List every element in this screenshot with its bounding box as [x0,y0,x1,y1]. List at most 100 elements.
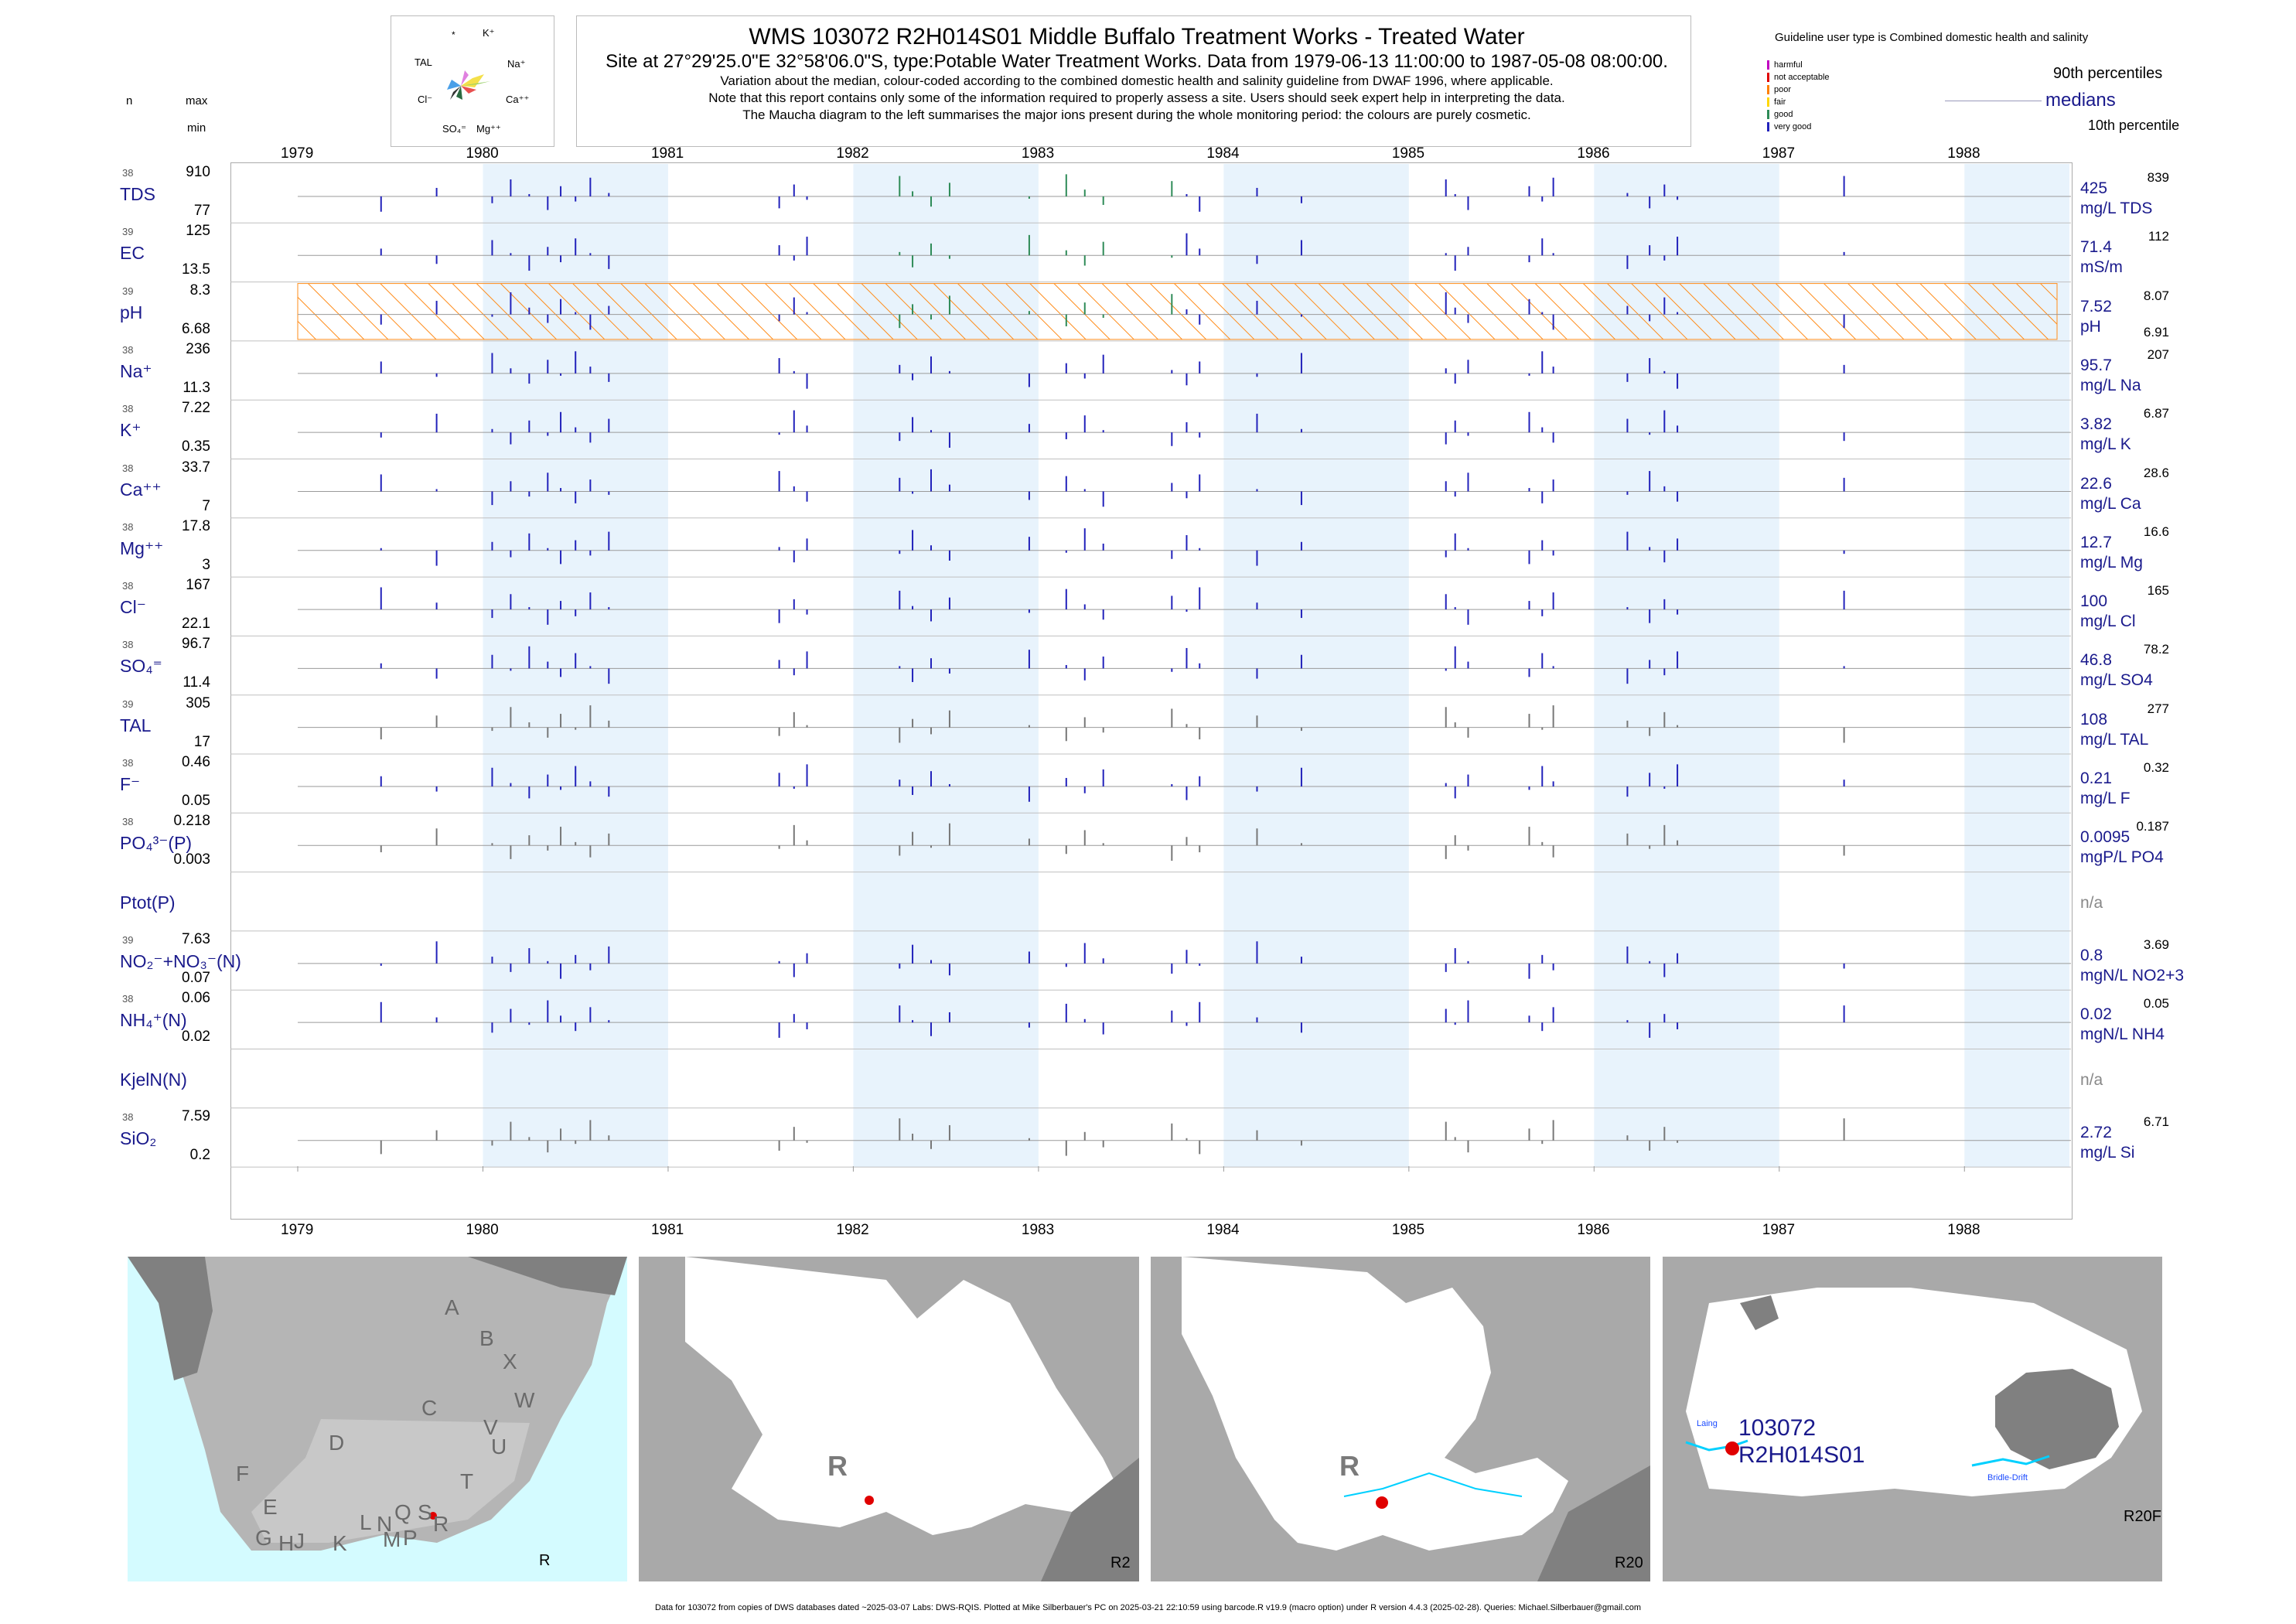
site-name-label: R2H014S01 [1738,1442,1865,1468]
row-n: 38 [122,993,134,1005]
row-p90: 112 [2148,229,2169,244]
row-unit: mg/L K [2080,435,2131,454]
drainage-letter: N [377,1512,393,1536]
map-code: R [539,1552,551,1569]
note-2: Note that this report contains only some… [708,90,1565,105]
year-label-top: 1984 [1206,145,1240,162]
row-unit: mgN/L NO2+3 [2080,966,2185,984]
maucha-label: Ca⁺⁺ [506,94,529,105]
row-unit: mgP/L PO4 [2080,848,2164,867]
site-marker [1376,1496,1388,1509]
year-label-bottom: 1986 [1577,1222,1610,1238]
drainage-letter: M [383,1527,401,1551]
drainage-letter: X [503,1349,517,1373]
guideline-label: not acceptable [1774,73,1830,82]
row-max: 8.3 [189,281,210,299]
year-label-top: 1987 [1762,145,1796,162]
header-max: max [186,94,208,107]
r20-catchment [1182,1257,1568,1551]
median-label: medians [2045,90,2116,111]
row-unit: pH [2080,317,2101,336]
row-min: 77 [193,203,210,219]
row-max: 910 [186,164,210,180]
row-median: 46.8 [2080,651,2112,670]
row-min: 11.4 [183,674,210,691]
maucha-svg: * K⁺ TAL Na⁺ Cl⁻ Ca⁺⁺ SO₄⁼ Mg⁺⁺ [415,27,529,135]
row-n: 38 [122,816,134,828]
row-unit: mg/L Si [2080,1143,2135,1162]
row-max: 7.22 [182,400,210,417]
drainage-letter: B [479,1326,494,1350]
region-letter: R [1339,1450,1360,1482]
year-label-top: 1980 [466,145,499,162]
row-median: 0.0095 [2080,828,2131,847]
row-p90: 78.2 [2143,642,2169,657]
row-unit: mg/L TDS [2080,200,2153,217]
drainage-letter: P [403,1526,418,1550]
year-label-bottom: 1979 [281,1222,314,1238]
maucha-diagram: * K⁺ TAL Na⁺ Cl⁻ Ca⁺⁺ SO₄⁼ Mg⁺⁺ [391,15,554,147]
row-max: 125 [186,223,210,240]
site-marker [865,1496,874,1505]
row-p90: 165 [2147,583,2169,599]
row-p90: 6.71 [2143,1114,2169,1129]
row-p90: 16.6 [2143,524,2169,539]
row-n: 39 [122,933,134,946]
row-max: 305 [186,694,210,711]
guideline-title: Guideline user type is Combined domestic… [1775,31,2089,44]
map-r20f: 103072 R2H014S01 Laing Bridle-Drift R20F [1663,1257,2162,1581]
reservoir-block [1995,1369,2119,1469]
row-unit: mg/L Cl [2080,612,2136,631]
row-n: 38 [122,1111,134,1123]
maucha-petal [461,86,476,94]
region-letter: R [827,1450,848,1482]
maucha-petal [447,80,461,90]
drainage-letter: S [418,1500,432,1524]
drainage-letter: A [445,1295,459,1319]
ph-guideline-band [297,283,2058,340]
row-min: 17 [193,733,210,750]
row-unit: mg/L TAL [2080,730,2149,749]
row-min: 7 [202,497,210,514]
row-min: 0.003 [173,851,210,868]
guideline-swatch [1767,110,1769,120]
title-block: WMS 103072 R2H014S01 Middle Buffalo Trea… [576,23,1697,124]
row-name: F⁻ [120,774,141,794]
row-n: 39 [122,226,134,238]
guideline-label: harmful [1774,60,1803,70]
mozambique-region [468,1257,627,1295]
row-p10: 6.91 [2143,324,2169,339]
footer-note: Data for 103072 from copies of DWS datab… [655,1603,1641,1612]
row-max: 0.06 [182,990,210,1007]
guideline-class: fair [1767,96,1830,108]
drainage-letter: K [333,1531,347,1555]
row-na: n/a [2080,893,2103,912]
row-median: 0.02 [2080,1005,2112,1024]
row-p90: 28.6 [2143,465,2169,480]
header-min: min [187,121,206,135]
maucha-label: SO₄⁼ [442,123,466,135]
row-unit: mg/L Ca [2080,494,2141,513]
guideline-label: very good [1774,122,1812,131]
row-min: 13.5 [182,261,210,278]
urban-block [1740,1295,1779,1330]
chart-svg [230,164,2071,1172]
row-median: 71.4 [2080,238,2112,257]
drainage-letter: V [483,1415,498,1439]
row-median: 2.72 [2080,1123,2112,1141]
row-min: 0.2 [189,1146,210,1163]
drainage-letter: U [491,1435,507,1459]
guideline-swatch [1767,122,1769,132]
site-marker [429,1512,437,1520]
map-sa-svg [128,1257,627,1551]
row-median: 3.82 [2080,415,2112,434]
sea-edge [1537,1465,1650,1581]
row-unit: mS/m [2080,258,2123,277]
note-3: The Maucha diagram to the left summarise… [742,107,1531,122]
year-label-top: 1988 [1947,145,1980,162]
guideline-swatch [1767,97,1769,107]
drainage-letter: C [421,1396,438,1420]
row-median: 0.21 [2080,769,2112,787]
row-p90: 0.32 [2143,760,2169,775]
page-subtitle: Site at 27°29'25.0"E 32°58'06.0"S, type:… [606,51,1668,72]
